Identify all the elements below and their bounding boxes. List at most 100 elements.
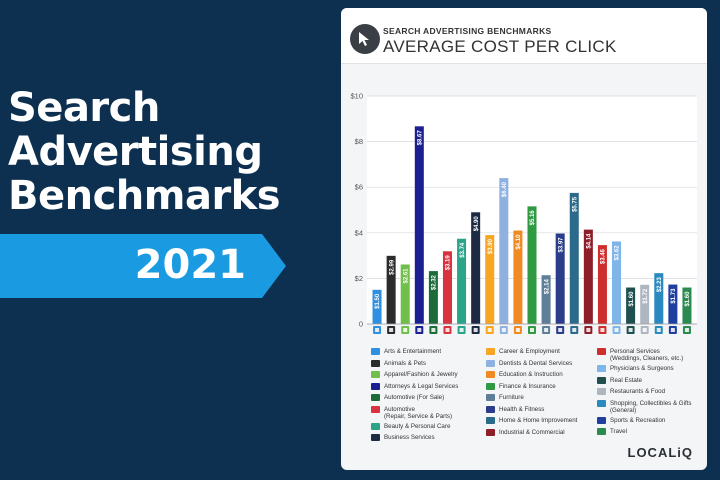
legend-swatch-icon bbox=[486, 382, 495, 390]
legend-label: Sports & Recreation bbox=[610, 416, 666, 424]
bar bbox=[668, 284, 678, 324]
legend-swatch-icon bbox=[486, 428, 495, 436]
legend-label: Health & Fitness bbox=[499, 405, 545, 413]
legend-sublabel: (Repair, Service & Parts) bbox=[384, 412, 453, 420]
legend-label: Personal Services (Weddings, Cleaners, et… bbox=[610, 348, 684, 362]
play-button[interactable] bbox=[350, 24, 380, 54]
y-tick-label: 0 bbox=[359, 320, 363, 329]
legend-label: Arts & Entertainment bbox=[384, 348, 442, 355]
category-icon-glyph bbox=[572, 328, 577, 332]
legend-swatch-icon bbox=[371, 371, 380, 378]
bar-value-label: $3.90 bbox=[488, 238, 494, 254]
bar-value-label: $2.99 bbox=[389, 259, 395, 275]
bar bbox=[428, 271, 438, 324]
legend-label: Industrial & Commercial bbox=[499, 428, 565, 436]
y-tick-label: $2 bbox=[355, 274, 363, 283]
cursor-icon bbox=[359, 32, 369, 46]
legend-swatch-icon bbox=[486, 348, 495, 355]
category-icon-glyph bbox=[614, 328, 619, 332]
category-icon-glyph bbox=[628, 328, 633, 332]
legend-label: Beauty & Personal Care bbox=[384, 422, 451, 430]
bar bbox=[372, 289, 382, 324]
card-kicker: SEARCH ADVERTISING BENCHMARKS bbox=[383, 26, 552, 36]
bar-value-label: $4.90 bbox=[474, 216, 480, 232]
bar-value-label: $1.73 bbox=[671, 288, 677, 304]
bar bbox=[612, 241, 622, 324]
bar bbox=[583, 229, 593, 324]
bar-value-label: $4.14 bbox=[587, 233, 593, 249]
legend-swatch-icon bbox=[371, 348, 380, 355]
bar bbox=[471, 212, 481, 324]
legend-label: Travel bbox=[610, 428, 627, 435]
card-header: SEARCH ADVERTISING BENCHMARKS AVERAGE CO… bbox=[341, 8, 707, 64]
legend-sublabel: (Weddings, Cleaners, etc.) bbox=[610, 355, 684, 362]
bar bbox=[414, 126, 424, 324]
category-icon-glyph bbox=[656, 328, 661, 332]
legend-label: Apparel/Fashion & Jewelry bbox=[384, 371, 458, 378]
legend-swatch-icon bbox=[371, 434, 380, 441]
y-tick-label: $4 bbox=[355, 228, 363, 237]
bar bbox=[654, 273, 664, 324]
bar bbox=[541, 275, 551, 324]
legend-swatch-icon bbox=[371, 422, 380, 430]
year-label: 2021 bbox=[134, 242, 246, 288]
category-icon-glyph bbox=[530, 328, 534, 332]
category-icon-glyph bbox=[684, 328, 689, 332]
legend-label: Animals & Pets bbox=[384, 359, 426, 367]
legend-swatch-icon bbox=[486, 359, 495, 367]
headline: Search Advertising Benchmarks bbox=[8, 85, 281, 219]
y-tick-label: $6 bbox=[355, 183, 363, 192]
bar-value-label: $3.62 bbox=[615, 245, 621, 261]
legend-label: Education & Instruction bbox=[499, 371, 563, 378]
legend-sublabel: (General) bbox=[610, 406, 637, 414]
bar bbox=[499, 178, 509, 324]
legend-swatch-icon bbox=[597, 388, 606, 395]
brand-logo: LOCALiQ bbox=[627, 445, 693, 460]
legend-label: Dentists & Dental Services bbox=[499, 359, 573, 367]
headline-line-1: Search bbox=[8, 85, 160, 131]
category-icon-glyph bbox=[417, 328, 422, 332]
bar-value-label: $3.46 bbox=[601, 248, 607, 264]
bar-value-label: $2.32 bbox=[432, 274, 438, 290]
legend-label: Automotive (Repair, Service & Parts) bbox=[384, 405, 453, 420]
category-icon-glyph bbox=[487, 328, 492, 332]
bar bbox=[682, 287, 692, 324]
headline-line-2: Advertising bbox=[8, 129, 263, 175]
bar bbox=[400, 264, 410, 324]
chart-title: AVERAGE COST PER CLICK bbox=[383, 37, 617, 56]
y-tick-label: $10 bbox=[350, 92, 363, 101]
category-icon-glyph bbox=[445, 328, 450, 332]
bar-value-label: $3.19 bbox=[446, 255, 452, 271]
legend-label: Finance & Insurance bbox=[499, 382, 556, 390]
bar-value-label: $6.40 bbox=[502, 181, 508, 197]
bar-value-label: $5.16 bbox=[530, 210, 536, 226]
legend-swatch-icon bbox=[597, 348, 606, 355]
legend-swatch-icon bbox=[597, 428, 606, 435]
legend-label: Furniture bbox=[499, 394, 524, 401]
bar-value-label: $1.72 bbox=[643, 288, 649, 304]
y-tick-label: $8 bbox=[355, 137, 363, 146]
year-ribbon: 2021 bbox=[0, 234, 286, 298]
legend-label: Automotive (For Sale) bbox=[384, 394, 445, 401]
bar-chart: 0 $2 $4 $6 $8 $10 $1.50 $2.99 $2.61 $8.67 $2.32 $3.… bbox=[350, 92, 697, 334]
category-icon-glyph bbox=[431, 328, 436, 332]
legend-label: Shopping, Collectibles & Gifts (General) bbox=[610, 399, 692, 414]
legend-swatch-icon bbox=[371, 405, 380, 413]
bar bbox=[555, 233, 565, 324]
headline-line-3: Benchmarks bbox=[8, 173, 281, 219]
category-icon-glyph bbox=[403, 328, 408, 332]
bar-value-label: $4.10 bbox=[516, 234, 522, 250]
bar bbox=[597, 245, 607, 324]
category-icon-glyph bbox=[389, 328, 394, 332]
bar-value-label: $2.14 bbox=[544, 279, 550, 295]
legend-swatch-icon bbox=[371, 382, 380, 390]
bar-value-label: $2.61 bbox=[403, 268, 409, 284]
legend-swatch-icon bbox=[486, 405, 495, 413]
legend-swatch-icon bbox=[597, 376, 606, 384]
legend-swatch-icon bbox=[486, 394, 495, 401]
category-icon-glyph bbox=[375, 328, 380, 332]
legend-label: Attorneys & Legal Services bbox=[384, 382, 459, 390]
category-icon-glyph bbox=[586, 328, 591, 332]
infographic-card: SEARCH ADVERTISING BENCHMARKS AVERAGE CO… bbox=[341, 8, 707, 470]
bar-value-label: $5.75 bbox=[572, 196, 578, 212]
